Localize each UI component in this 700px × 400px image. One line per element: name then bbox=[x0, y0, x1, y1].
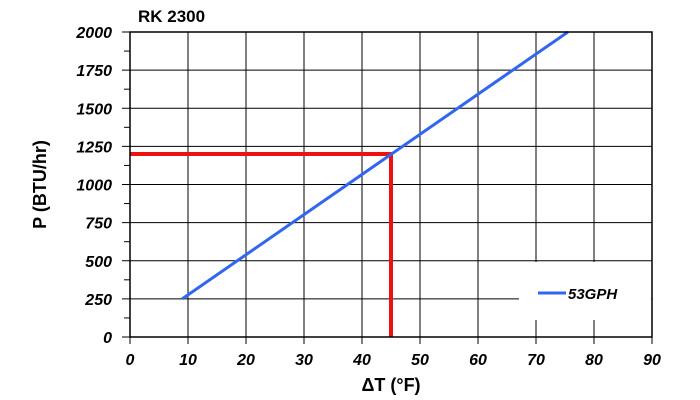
plot-border bbox=[129, 31, 653, 338]
series-layer bbox=[130, 30, 569, 337]
y-tick-label: 500 bbox=[85, 254, 112, 271]
y-tick-label: 1000 bbox=[76, 178, 112, 195]
y-tick-label: 1500 bbox=[76, 101, 112, 118]
y-tick-label: 0 bbox=[103, 330, 112, 347]
y-axis-title: P (BTU/hr) bbox=[30, 140, 50, 229]
x-tick-label: 10 bbox=[179, 352, 197, 369]
y-tick-label: 750 bbox=[85, 216, 112, 233]
x-tick-label: 40 bbox=[352, 352, 371, 369]
chart-title: RK 2300 bbox=[138, 7, 205, 26]
legend-label: 53GPH bbox=[568, 286, 618, 303]
y-tick-label: 1250 bbox=[76, 139, 112, 156]
x-tick-label: 80 bbox=[585, 352, 603, 369]
y-tick-label: 1750 bbox=[76, 63, 112, 80]
x-tick-label: 70 bbox=[527, 352, 545, 369]
legend-box bbox=[519, 262, 651, 320]
x-tick-label: 0 bbox=[126, 352, 135, 369]
y-tick-label: 250 bbox=[84, 292, 112, 309]
x-tick-label: 30 bbox=[295, 352, 313, 369]
x-tick-label: 20 bbox=[236, 352, 255, 369]
x-tick-label: 90 bbox=[643, 352, 661, 369]
x-tick-label: 50 bbox=[411, 352, 429, 369]
series-line bbox=[181, 30, 569, 301]
x-axis-title: ΔT (°F) bbox=[361, 375, 420, 395]
legend: 53GPH bbox=[519, 262, 651, 320]
x-axis-ticks: 0 10 20 30 40 50 60 70 80 90 bbox=[126, 337, 661, 369]
y-axis-ticks: 0 250 500 750 1000 1250 1500 1750 2000 bbox=[75, 25, 130, 347]
y-tick-label: 2000 bbox=[75, 25, 112, 42]
x-tick-label: 60 bbox=[469, 352, 487, 369]
